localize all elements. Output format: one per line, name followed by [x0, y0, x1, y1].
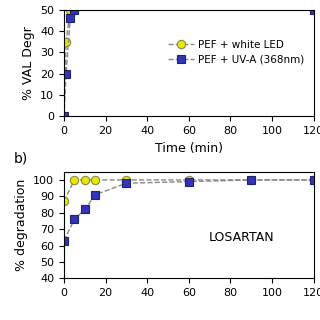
PEF + UV-A (368nm) [64, 72, 68, 76]
PEF + white LED [187, 178, 191, 182]
PEF + white LED [312, 8, 316, 12]
PEF + white LED [312, 178, 316, 182]
Legend: PEF + white LED, PEF + UV-A (368nm): PEF + white LED, PEF + UV-A (368nm) [164, 36, 308, 69]
PEF + UV-A (368nm) [187, 180, 191, 183]
PEF + white LED [73, 178, 76, 182]
PEF + UV-A (368nm) [312, 178, 316, 182]
Line: PEF + white LED: PEF + white LED [60, 176, 318, 205]
PEF + UV-A (368nm) [124, 181, 128, 185]
Y-axis label: % degradation: % degradation [15, 179, 28, 271]
PEF + UV-A (368nm) [83, 208, 87, 212]
PEF + UV-A (368nm) [312, 8, 316, 12]
PEF + white LED [83, 178, 87, 182]
PEF + white LED [124, 178, 128, 182]
PEF + UV-A (368nm) [73, 8, 76, 12]
PEF + white LED [249, 178, 253, 182]
Line: PEF + UV-A (368nm): PEF + UV-A (368nm) [60, 176, 318, 245]
PEF + white LED [73, 8, 76, 12]
PEF + white LED [93, 178, 97, 182]
Line: PEF + UV-A (368nm): PEF + UV-A (368nm) [60, 5, 318, 120]
X-axis label: Time (min): Time (min) [155, 141, 223, 155]
PEF + white LED [68, 8, 72, 12]
Line: PEF + white LED: PEF + white LED [60, 5, 318, 120]
PEF + UV-A (368nm) [68, 16, 72, 20]
PEF + UV-A (368nm) [73, 217, 76, 221]
PEF + UV-A (368nm) [62, 114, 66, 118]
Y-axis label: % VAL Degr: % VAL Degr [21, 26, 35, 100]
PEF + UV-A (368nm) [62, 239, 66, 243]
Text: b): b) [14, 151, 28, 165]
PEF + UV-A (368nm) [93, 193, 97, 196]
PEF + white LED [62, 114, 66, 118]
PEF + white LED [64, 40, 68, 44]
PEF + white LED [62, 199, 66, 203]
Text: LOSARTAN: LOSARTAN [209, 231, 274, 244]
PEF + UV-A (368nm) [249, 178, 253, 182]
